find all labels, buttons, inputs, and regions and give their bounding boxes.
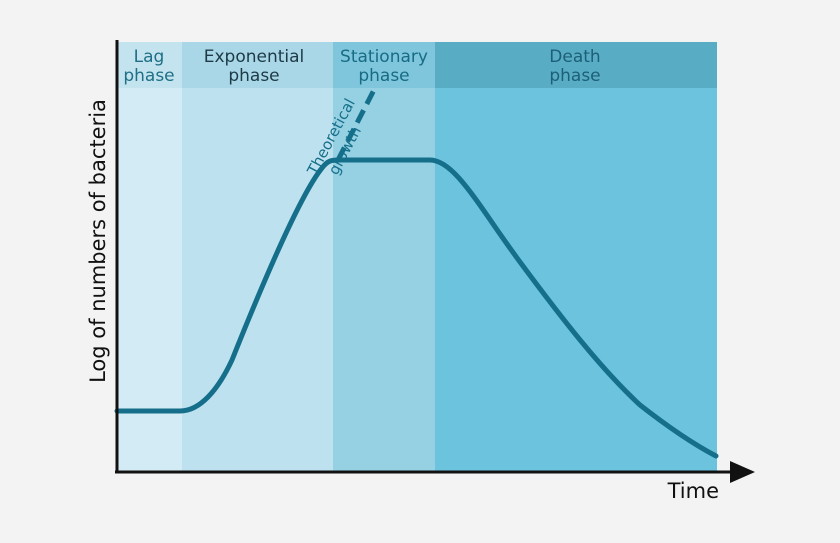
stationary-phase-region — [333, 42, 435, 472]
exponential-phase-label-line1: Exponential — [204, 47, 305, 67]
growth-curve — [114, 157, 719, 459]
lag-phase-region — [117, 42, 182, 472]
lag-phase-header — [117, 42, 182, 88]
exponential-phase-label-line2: phase — [228, 66, 279, 86]
death-phase-label-line2: phase — [549, 66, 600, 86]
theoretical-growth-line — [335, 84, 379, 162]
exponential-phase-region — [182, 42, 333, 472]
y-axis-label: Log of numbers of bacteria — [86, 99, 110, 383]
stationary-phase-header — [333, 42, 435, 88]
x-axis-arrowhead — [730, 461, 755, 483]
death-phase-header — [435, 42, 717, 88]
x-axis-label: Time — [667, 479, 719, 503]
stationary-phase-label-line1: Stationary — [340, 47, 428, 67]
lag-phase-label-line2: phase — [123, 66, 174, 86]
lag-phase-label-line1: Lag — [134, 47, 165, 67]
death-phase-label-line1: Death — [549, 47, 600, 67]
stationary-phase-label-line2: phase — [358, 66, 409, 86]
exponential-phase-header — [182, 42, 333, 88]
death-phase-region — [435, 42, 717, 472]
